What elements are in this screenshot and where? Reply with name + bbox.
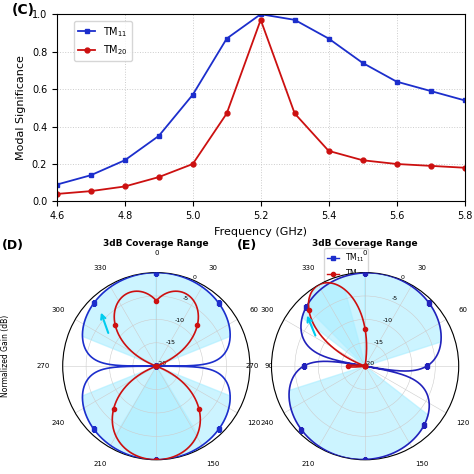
TM$_{11}$	[88, 173, 94, 178]
TM$_{11}$	[292, 17, 298, 23]
TM$_{11}$	[156, 133, 162, 139]
TM$_{11}$	[462, 98, 467, 103]
TM$_{20}$	[224, 110, 229, 116]
TM$_{20}$	[292, 110, 298, 116]
Line: TM$_{20}$: TM$_{20}$	[55, 18, 467, 196]
Title: 3dB Coverage Range: 3dB Coverage Range	[103, 239, 209, 248]
Line: TM$_{11}$: TM$_{11}$	[55, 12, 467, 187]
TM$_{20}$	[156, 174, 162, 180]
TM$_{20}$	[54, 191, 60, 197]
TM$_{11}$	[224, 36, 229, 41]
Title: 3dB Coverage Range: 3dB Coverage Range	[312, 239, 418, 248]
Text: (C): (C)	[12, 3, 35, 17]
TM$_{11}$	[394, 79, 400, 84]
TM$_{11}$	[54, 182, 60, 187]
Text: Normalized Gain (dB): Normalized Gain (dB)	[1, 314, 10, 397]
TM$_{20}$	[122, 183, 128, 189]
TM$_{20}$	[88, 188, 94, 194]
TM$_{20}$	[258, 17, 264, 23]
TM$_{20}$	[462, 165, 467, 171]
TM$_{11}$	[360, 60, 365, 66]
Legend: TM$_{11}$, TM$_{20}$: TM$_{11}$, TM$_{20}$	[324, 248, 368, 283]
TM$_{20}$	[360, 157, 365, 163]
TM$_{20}$	[428, 163, 433, 169]
TM$_{20}$	[394, 161, 400, 167]
TM$_{11}$	[122, 157, 128, 163]
TM$_{11}$	[428, 88, 433, 94]
Legend: TM$_{11}$, TM$_{20}$: TM$_{11}$, TM$_{20}$	[74, 21, 132, 61]
TM$_{11}$	[190, 92, 196, 98]
TM$_{11}$	[258, 11, 264, 17]
X-axis label: Frequency (GHz): Frequency (GHz)	[214, 227, 307, 237]
Text: (D): (D)	[2, 239, 24, 252]
TM$_{20}$	[326, 148, 331, 154]
TM$_{20}$	[190, 161, 196, 167]
TM$_{11}$	[326, 36, 331, 41]
Y-axis label: Modal Significance: Modal Significance	[16, 55, 26, 160]
Text: (E): (E)	[237, 239, 257, 252]
